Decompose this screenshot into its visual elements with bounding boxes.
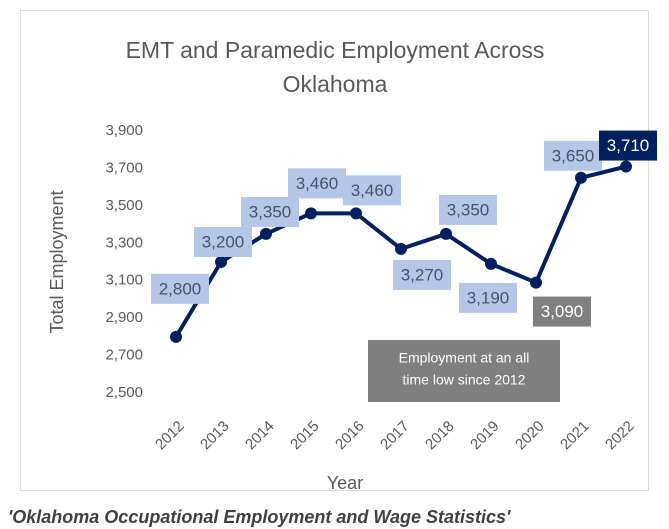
data-label-box <box>241 196 299 227</box>
data-label: 3,460 <box>296 174 339 193</box>
data-label-box <box>288 168 346 199</box>
marker <box>395 242 407 255</box>
data-label-box <box>343 175 401 206</box>
x-axis-title: Year <box>327 473 363 493</box>
data-label: 3,200 <box>202 232 245 251</box>
data-label-box <box>439 194 497 225</box>
data-label-box <box>544 140 602 171</box>
chart-title: Oklahoma <box>283 71 388 97</box>
chart-frame <box>20 10 649 491</box>
marker <box>620 160 632 173</box>
data-label-box <box>533 296 591 327</box>
y-tick-label: 3,100 <box>105 272 143 289</box>
marker <box>485 257 497 270</box>
annotation-text: time low since 2012 <box>403 372 526 388</box>
marker <box>575 171 587 184</box>
data-label: 3,350 <box>249 202 292 221</box>
marker <box>170 330 182 343</box>
y-axis-title: Total Employment <box>47 190 67 333</box>
data-label-box <box>459 282 517 313</box>
y-tick-label: 3,500 <box>105 197 143 214</box>
annotation-box <box>368 340 560 402</box>
data-label: 2,800 <box>159 279 202 298</box>
y-tick-label: 2,900 <box>105 309 143 326</box>
y-tick-label: 3,700 <box>105 159 143 176</box>
marker <box>440 227 452 240</box>
y-tick-label: 2,700 <box>105 347 143 364</box>
marker <box>350 207 362 220</box>
marker <box>215 256 227 268</box>
marker <box>260 227 272 240</box>
data-label-box <box>393 259 451 290</box>
caption: 'Oklahoma Occupational Employment and Wa… <box>8 507 511 527</box>
y-tick-label: 2,500 <box>105 384 143 401</box>
y-tick-label: 3,900 <box>105 122 143 139</box>
annotation-text: Employment at an all <box>399 350 530 366</box>
data-label: 3,350 <box>447 200 490 219</box>
marker <box>305 207 317 220</box>
marker <box>530 276 542 289</box>
data-label: 3,650 <box>552 146 595 165</box>
chart-title: EMT and Paramedic Employment Across <box>126 37 545 63</box>
data-label-box <box>599 130 657 161</box>
data-label: 3,710 <box>607 136 650 155</box>
data-label-box <box>151 273 209 304</box>
data-label: 3,460 <box>351 181 394 200</box>
data-label: 3,190 <box>467 288 510 307</box>
data-label-box <box>194 227 252 257</box>
data-label: 3,270 <box>401 265 444 284</box>
y-tick-label: 3,300 <box>105 234 143 251</box>
data-label: 3,090 <box>541 302 584 321</box>
